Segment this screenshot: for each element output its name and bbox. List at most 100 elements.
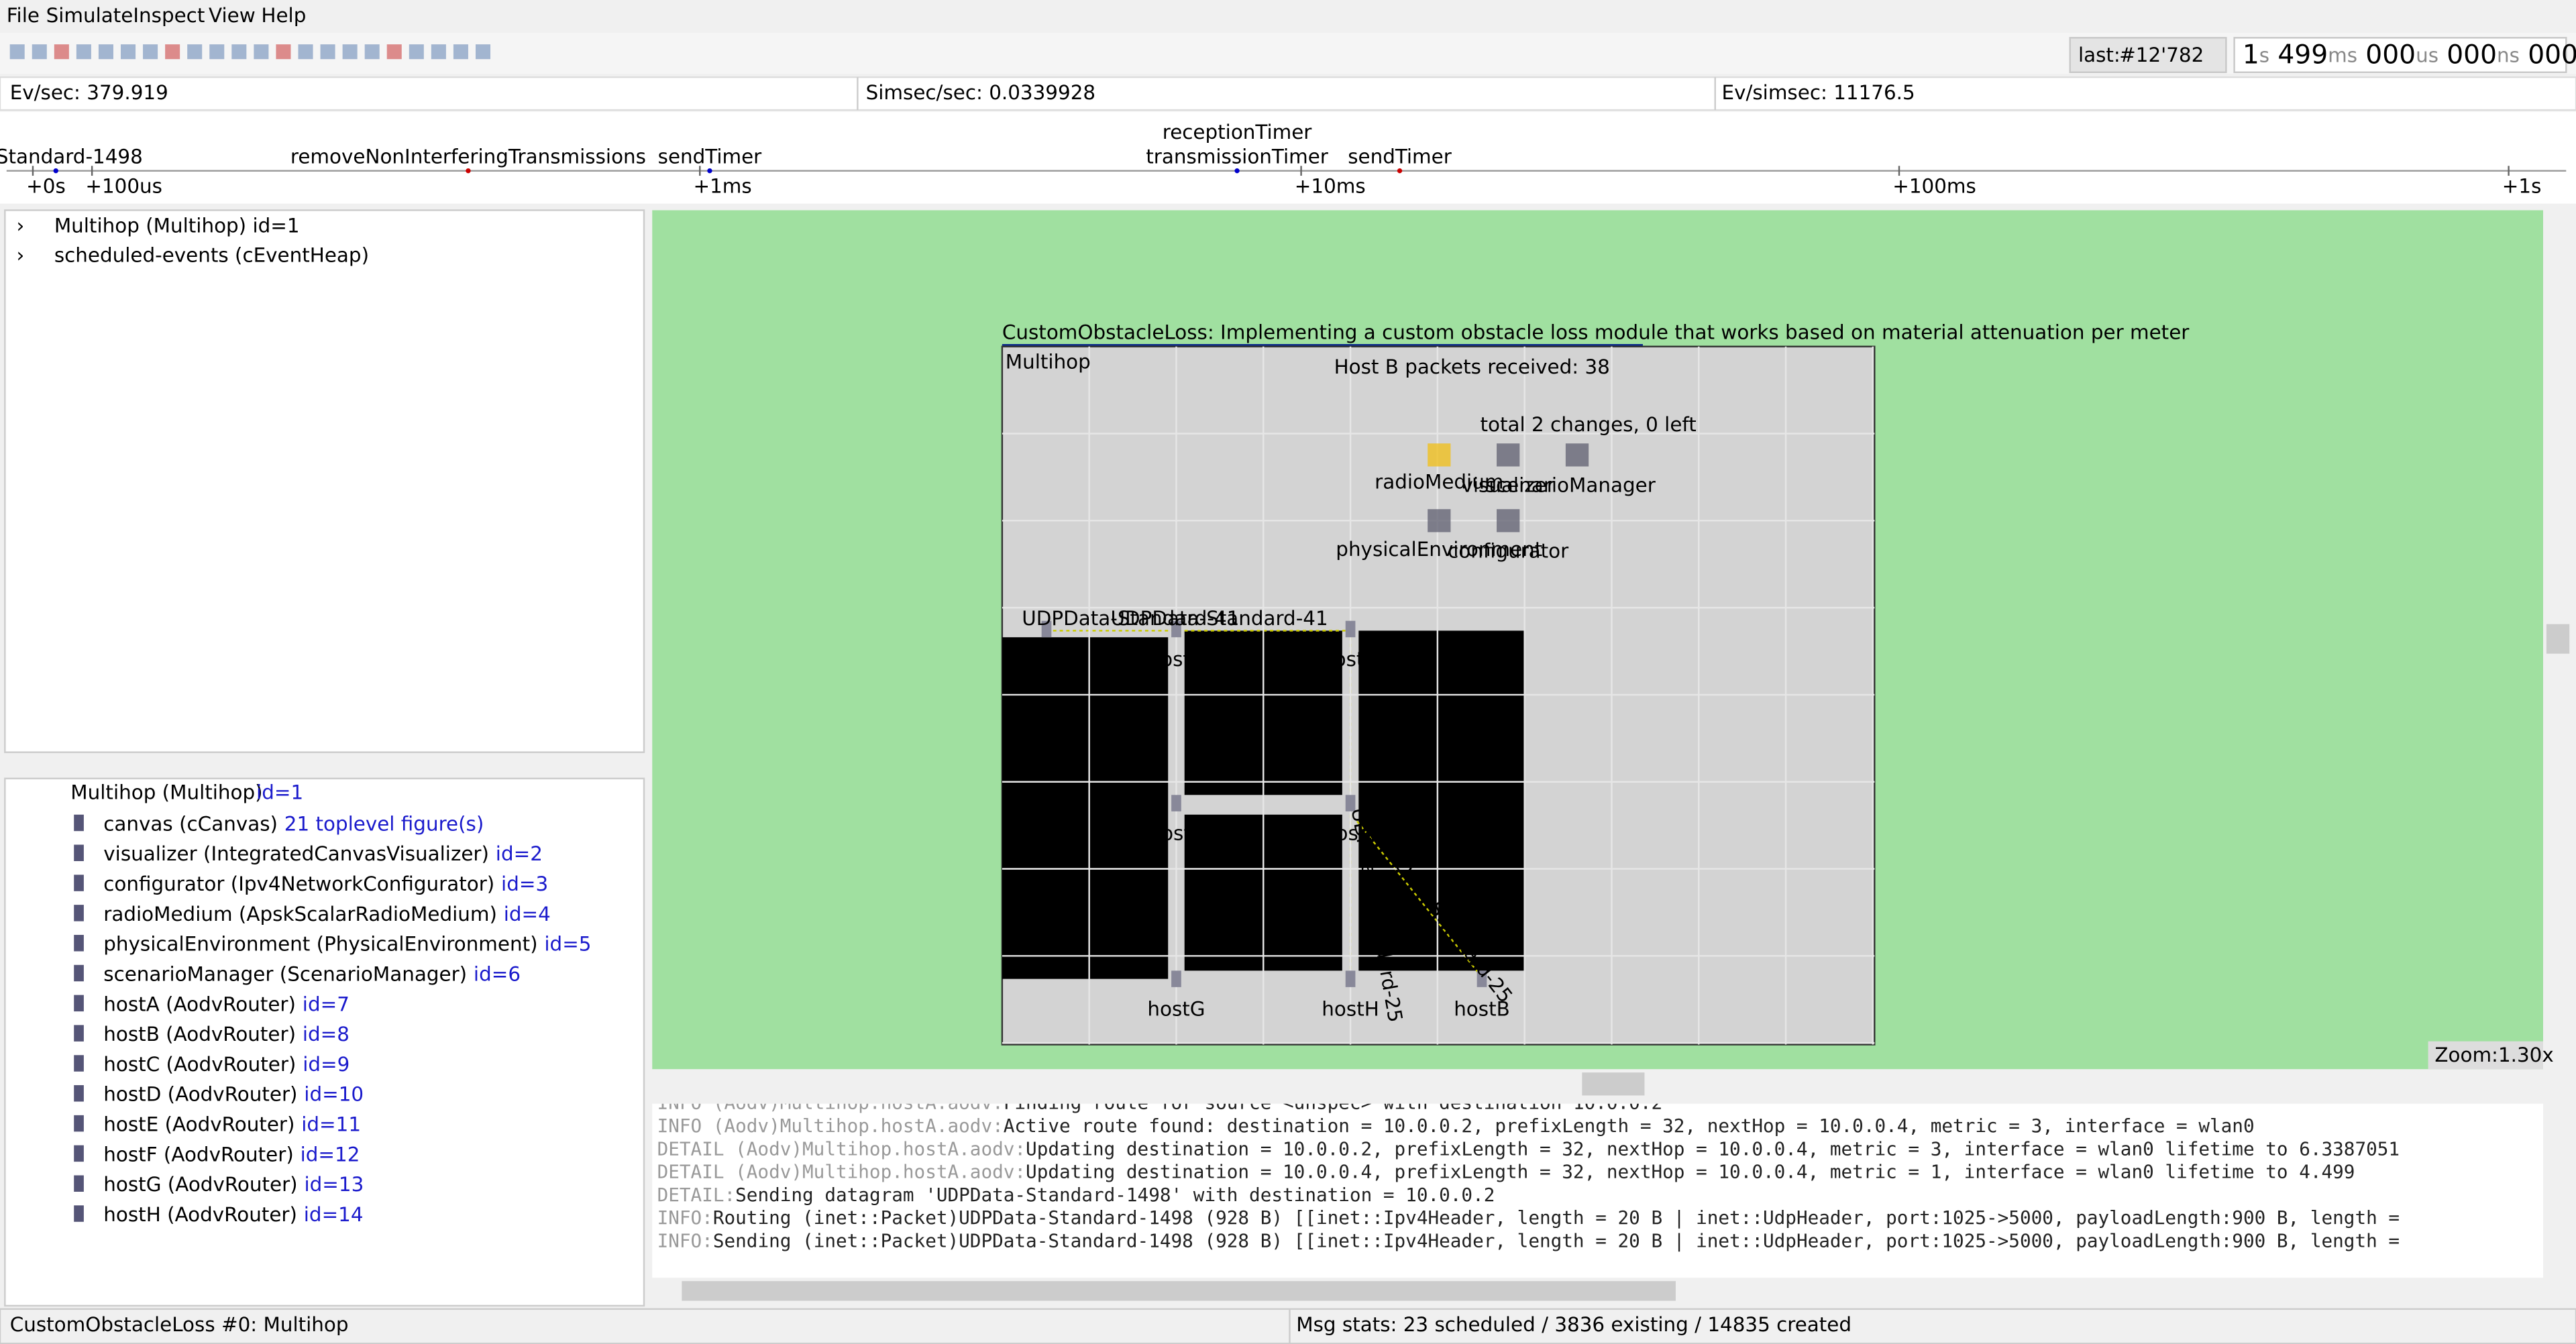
log-text: Sending (inet::Packet)UDPData-Standard-1…	[713, 1229, 2400, 1251]
module-icon	[74, 1205, 84, 1222]
tree-item[interactable]: scheduled-events (cEventHeap)	[54, 244, 369, 267]
event-marker	[466, 168, 471, 174]
module-tree	[4, 777, 645, 1307]
menu-item[interactable]: View	[209, 4, 256, 27]
tool-button[interactable]	[409, 44, 424, 60]
module-label[interactable]: visualizer	[1461, 473, 1555, 496]
packet-path	[1356, 820, 1483, 978]
event-marker	[707, 168, 712, 174]
sim-time-box	[2233, 37, 2567, 73]
module-label[interactable]: configurator	[1448, 539, 1569, 562]
tree-item[interactable]: hostG (AodvRouter) id=13	[103, 1173, 364, 1196]
tree-item[interactable]: Multihop (Multihop) id=1	[54, 214, 300, 237]
status-bar	[0, 1308, 2576, 1344]
module-icon	[1497, 443, 1520, 467]
host-label[interactable]: hostC	[1148, 648, 1205, 671]
module-name: canvas (cCanvas)	[103, 812, 278, 835]
timeline-tick-label: +0s	[26, 175, 66, 198]
status-text: CustomObstacleLoss #0: Multihop	[10, 1313, 349, 1336]
log-text: Active route found: destination = 10.0.0…	[1004, 1115, 2255, 1137]
log-view	[652, 1103, 2544, 1278]
tool-button[interactable]	[320, 44, 335, 60]
module-name: configurator (Ipv4NetworkConfigurator)	[103, 873, 494, 895]
tree-item[interactable]: hostA (AodvRouter) id=7	[103, 993, 350, 1015]
scroll-thumb[interactable]	[1582, 1072, 1645, 1096]
menu-item[interactable]: Inspect	[133, 4, 205, 27]
tool-button[interactable]	[165, 44, 180, 60]
module-label[interactable]: radioMedium	[1375, 471, 1503, 494]
tree-item[interactable]: scenarioManager (ScenarioManager) id=6	[103, 962, 521, 985]
log-prefix: DETAIL (Aodv)Multihop.hostA.aodv:	[657, 1137, 1026, 1160]
module-label[interactable]: scenarioManager	[1486, 473, 1656, 496]
tree-item[interactable]: canvas (cCanvas) 21 toplevel figure(s)	[103, 812, 484, 835]
host-label[interactable]: hostF	[1324, 822, 1377, 845]
host-icon[interactable]	[1345, 620, 1356, 638]
stats-bar	[0, 76, 2576, 111]
tool-button[interactable]	[98, 44, 113, 60]
module-name: hostH (AodvRouter)	[103, 1203, 297, 1226]
tool-button[interactable]	[386, 44, 402, 60]
tool-button[interactable]	[453, 44, 468, 60]
packet-label: UDPData-Standard-41	[1111, 607, 1328, 630]
host-label[interactable]: hostG	[1147, 998, 1205, 1021]
module-id: id=6	[474, 962, 521, 985]
tool-button[interactable]	[364, 44, 380, 60]
host-icon[interactable]	[1171, 795, 1181, 811]
tool-button[interactable]	[143, 44, 158, 60]
module-id: id=13	[304, 1173, 364, 1196]
host-label[interactable]: hostD	[1322, 648, 1379, 671]
host-label[interactable]: hostH	[1322, 998, 1379, 1021]
timeline-event: ta-Standard-1498	[0, 146, 143, 168]
scroll-thumb[interactable]	[682, 1281, 1676, 1301]
tree-item[interactable]: hostF (AodvRouter) id=12	[103, 1143, 360, 1166]
menu-item[interactable]: Simulate	[46, 4, 133, 27]
module-name: hostD (AodvRouter)	[103, 1082, 297, 1105]
tree-item[interactable]: radioMedium (ApskScalarRadioMedium) id=4	[103, 902, 551, 925]
tool-button[interactable]	[254, 44, 269, 60]
module-name: scenarioManager (ScenarioManager)	[103, 962, 467, 985]
tool-button[interactable]	[187, 44, 203, 60]
scroll-thumb[interactable]	[2546, 624, 2570, 654]
tool-button[interactable]	[431, 44, 446, 60]
menu-item[interactable]: File	[7, 4, 40, 27]
tool-button[interactable]	[54, 44, 69, 60]
tool-button[interactable]	[9, 44, 25, 60]
host-label[interactable]: hostE	[1148, 822, 1203, 845]
tool-button[interactable]	[76, 44, 91, 60]
module-icon	[74, 875, 84, 891]
module-icon	[74, 844, 84, 861]
tree-item[interactable]: physicalEnvironment (PhysicalEnvironment…	[103, 932, 591, 955]
tool-button[interactable]	[475, 44, 491, 60]
tool-button[interactable]	[32, 44, 47, 60]
host-icon[interactable]	[1171, 970, 1181, 987]
host-icon[interactable]	[1345, 795, 1356, 811]
module-id: id=9	[303, 1052, 350, 1075]
menu-item[interactable]: Help	[261, 4, 306, 27]
host-label[interactable]: hostB	[1454, 998, 1510, 1021]
sim-time-value: 000	[2528, 40, 2576, 70]
host-icon[interactable]	[1171, 620, 1181, 638]
module-label[interactable]: physicalEnvironment	[1336, 538, 1542, 561]
log-line: DETAIL:Sending datagram 'UDPData-Standar…	[657, 1184, 1495, 1206]
tree-item[interactable]: hostH (AodvRouter) id=14	[103, 1203, 363, 1226]
module-icon	[74, 1175, 84, 1192]
host-icon[interactable]	[1477, 970, 1487, 987]
tool-button[interactable]	[121, 44, 136, 60]
host-icon[interactable]	[1345, 970, 1356, 987]
tree-item[interactable]: configurator (Ipv4NetworkConfigurator) id…	[103, 873, 548, 895]
tree-item[interactable]: hostD (AodvRouter) id=10	[103, 1082, 364, 1105]
tool-button[interactable]	[231, 44, 247, 60]
tree-item[interactable]: visualizer (IntegratedCanvasVisualizer) i…	[103, 842, 543, 865]
tree-item[interactable]: hostE (AodvRouter) id=11	[103, 1113, 361, 1135]
tool-button[interactable]	[276, 44, 291, 60]
host-icon[interactable]	[1041, 620, 1052, 638]
sim-time-unit: ms	[2328, 44, 2357, 66]
tool-button[interactable]	[342, 44, 358, 60]
log-lines: INFO (Aodv)Multihop.hostA.aodv:Finding r…	[657, 1104, 2400, 1252]
tool-button[interactable]	[298, 44, 313, 60]
tree-item[interactable]: hostB (AodvRouter) id=8	[103, 1023, 350, 1046]
tool-button[interactable]	[209, 44, 225, 60]
host-label[interactable]: hostA	[1018, 648, 1075, 671]
tree-item[interactable]: Multihop (Multihop)	[70, 781, 262, 803]
tree-item[interactable]: hostC (AodvRouter) id=9	[103, 1052, 350, 1075]
